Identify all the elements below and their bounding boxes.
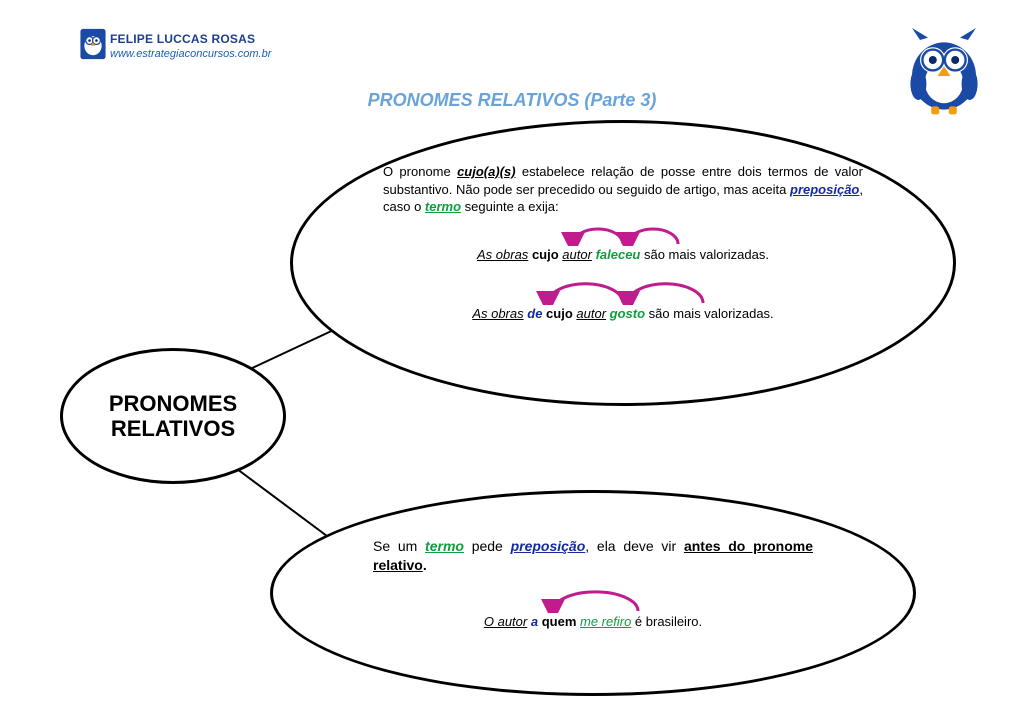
keyword-preposicao: preposição — [790, 182, 859, 197]
example-sentence-1: As obras cujo autor faleceu são mais val… — [383, 224, 863, 264]
central-topic-node: PRONOMES RELATIVOS — [60, 348, 286, 484]
owl-logo-icon — [80, 28, 106, 60]
bubble-cujo-content: O pronome cujo(a)(s) estabelece relação … — [383, 163, 863, 323]
arc-arrows-icon — [503, 281, 743, 305]
site-url: www.estrategiaconcursos.com.br — [110, 48, 271, 60]
keyword-termo: termo — [425, 199, 461, 214]
bubble-preposicao-content: Se um termo pede preposição, ela deve vi… — [373, 537, 813, 630]
arc-arrow-icon — [513, 589, 673, 613]
diagram-canvas: FELIPE LUCCAS ROSAS www.estrategiaconcur… — [0, 0, 1024, 724]
page-title: PRONOMES RELATIVOS (Parte 3) — [0, 90, 1024, 111]
explanation-bubble-cujo: O pronome cujo(a)(s) estabelece relação … — [290, 120, 956, 406]
arc-arrows-icon — [533, 224, 713, 246]
example-sentence-3: O autor a quem me refiro é brasileiro. — [373, 589, 813, 631]
central-topic-label: PRONOMES RELATIVOS — [109, 391, 237, 442]
author-name: FELIPE LUCCAS ROSAS — [110, 32, 255, 46]
example-sentence-2: As obras de cujo autor gosto são mais va… — [383, 281, 863, 323]
explanation-bubble-preposicao: Se um termo pede preposição, ela deve vi… — [270, 490, 916, 696]
